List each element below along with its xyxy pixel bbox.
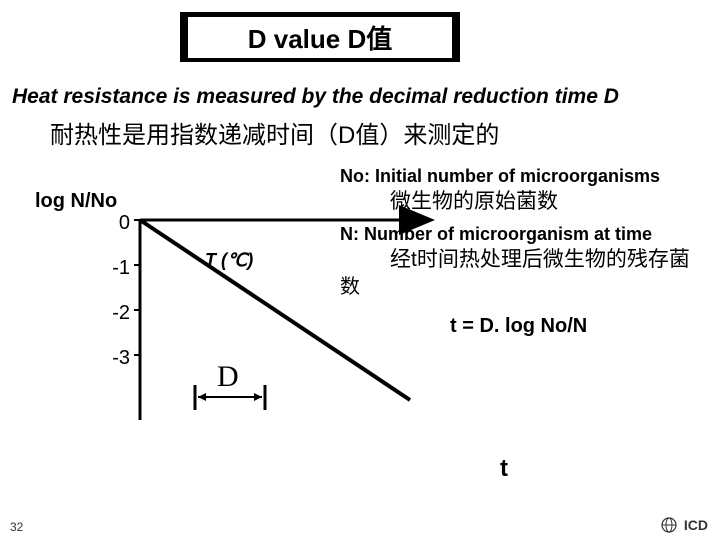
slide-number: 32 (10, 520, 23, 534)
title-box: D value D值 (180, 12, 460, 62)
def-no-english: No: Initial number of microorganisms (340, 165, 715, 188)
globe-icon (660, 516, 678, 534)
subtitle-chinese: 耐热性是用指数递减时间（D值）来测定的 (50, 115, 499, 150)
ytick-0: 0 (100, 212, 130, 235)
ytick-3: -3 (100, 347, 130, 370)
title-text: D value D值 (188, 17, 452, 58)
ytick-2: -2 (100, 302, 130, 325)
x-axis-label: t (500, 455, 508, 483)
ytick-1: -1 (100, 257, 130, 280)
y-axis-label: log N/No (35, 190, 117, 213)
formula-text: t = D. log No/N (450, 315, 587, 338)
chart-svg (130, 200, 450, 460)
footer-logo: ICD (660, 516, 708, 534)
logo-text: ICD (684, 517, 708, 533)
subtitle-english: Heat resistance is measured by the decim… (12, 85, 619, 109)
